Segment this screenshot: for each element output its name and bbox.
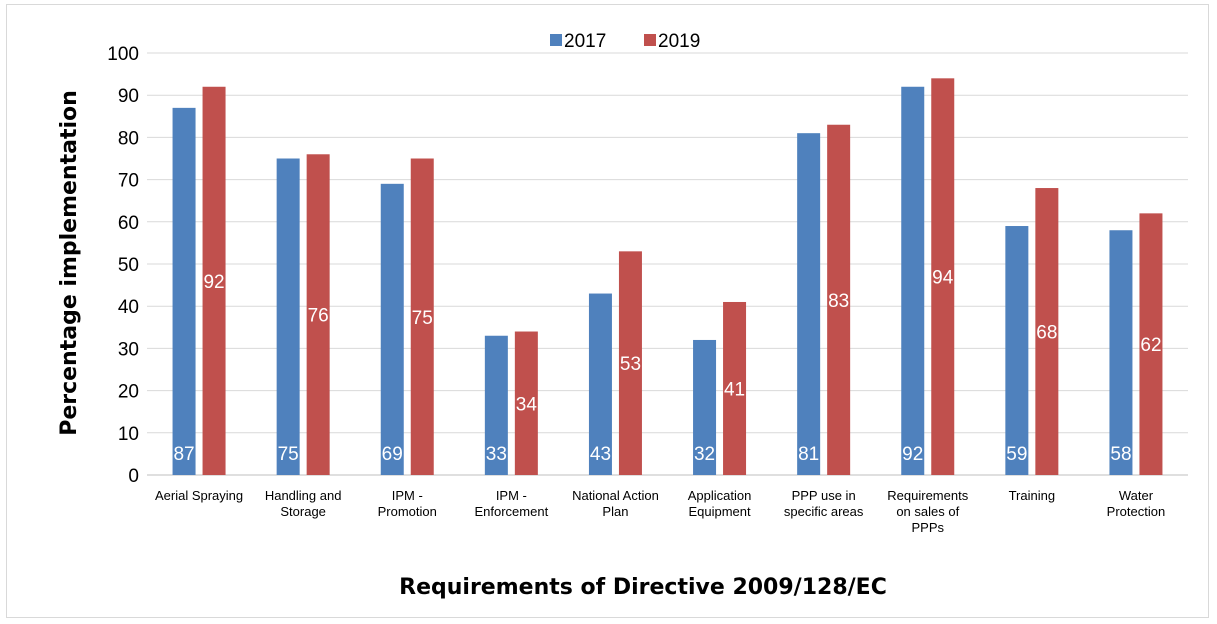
x-category-label-line: Aerial Spraying	[155, 488, 243, 503]
x-category-label-line: Storage	[280, 504, 326, 519]
x-category-label: Application Equipment	[688, 488, 752, 519]
data-label-2019: 34	[516, 394, 538, 415]
y-tick-label: 30	[118, 339, 139, 360]
x-category-label-line: Training	[1009, 488, 1055, 503]
y-tick-label: 80	[118, 128, 139, 149]
x-category-label-line: Enforcement	[474, 504, 548, 519]
x-category-label-line: PPP use in	[792, 488, 856, 503]
legend-label-2019: 2019	[658, 31, 700, 52]
data-label-2017: 92	[902, 444, 923, 465]
x-category-label-line: Protection	[1107, 504, 1166, 519]
x-category-label: National Action Plan	[572, 488, 659, 519]
x-category-label: IPM -Promotion	[378, 488, 437, 519]
y-tick-label: 10	[118, 424, 139, 445]
bar-2017	[1109, 230, 1133, 475]
bar-2019	[202, 86, 226, 475]
bar-2019	[1035, 188, 1059, 476]
legend-swatch-2017	[550, 34, 562, 46]
data-label-2017: 59	[1006, 444, 1027, 465]
x-category-label-line: Plan	[602, 504, 628, 519]
data-labels: 87 92 75 76 69 75 33 34 43 53 32 41 81 83 92 94 59 68 58 62	[173, 268, 1161, 465]
bar-2017	[276, 158, 300, 475]
data-label-2019: 41	[724, 379, 745, 400]
data-label-2019: 68	[1036, 323, 1057, 344]
x-category-label-line: National Action	[572, 488, 659, 503]
x-category-label: Training	[1009, 488, 1055, 503]
data-label-2017: 58	[1110, 444, 1131, 465]
x-category-label-line: Equipment	[688, 504, 751, 519]
y-axis-title: Percentage implementation	[57, 90, 82, 436]
bar-2019	[306, 154, 330, 475]
legend-swatch-2019	[644, 34, 656, 46]
bar-2019	[827, 124, 851, 476]
x-category-label-line: Promotion	[378, 504, 437, 519]
x-category-label-line: IPM -	[496, 488, 527, 503]
bar-2019	[931, 78, 955, 475]
x-category-label-line: Water	[1119, 488, 1154, 503]
x-axis-title: Requirements of Directive 2009/128/EC	[399, 575, 887, 600]
data-label-2019: 53	[620, 354, 641, 375]
bar-2019	[410, 158, 434, 475]
data-label-2017: 69	[382, 444, 403, 465]
bar-2017	[1005, 226, 1029, 475]
y-tick-label: 20	[118, 382, 139, 403]
data-label-2019: 76	[308, 306, 329, 327]
data-label-2017: 81	[798, 444, 819, 465]
y-tick-label: 40	[118, 297, 139, 318]
bar-2017	[380, 183, 404, 475]
x-category-label-line: PPPs	[911, 520, 944, 535]
gridlines	[147, 52, 1188, 476]
bar-2019	[723, 301, 747, 475]
x-category-label: Water Protection	[1107, 488, 1166, 519]
data-label-2017: 32	[694, 444, 715, 465]
y-tick-label: 70	[118, 171, 139, 192]
bar-2019	[618, 251, 642, 475]
x-category-label-line: Handling and	[265, 488, 342, 503]
bar-2017	[693, 339, 717, 475]
x-category-label: Handling and Storage	[265, 488, 342, 519]
data-label-2017: 75	[278, 444, 299, 465]
y-tick-label: 60	[118, 213, 139, 234]
x-category-label: Aerial Spraying	[155, 488, 243, 503]
y-tick-label: 50	[118, 255, 139, 276]
data-label-2017: 87	[173, 444, 194, 465]
data-label-2017: 33	[486, 444, 507, 465]
bar-2017	[172, 107, 196, 476]
data-label-2019: 83	[828, 291, 849, 312]
data-label-2019: 62	[1140, 335, 1161, 356]
legend: 2017 2019	[550, 31, 700, 52]
x-category-label-line: Application	[688, 488, 752, 503]
x-category-label-line: specific areas	[784, 504, 864, 519]
x-category-label-line: IPM -	[392, 488, 423, 503]
y-tick-label: 0	[128, 466, 139, 487]
bar-2017	[484, 335, 508, 475]
data-label-2019: 75	[412, 308, 433, 329]
bar-2019	[514, 331, 538, 475]
legend-label-2017: 2017	[564, 31, 606, 52]
y-tick-labels: 0 10 20 30 40 50 60 70 80 90 100	[107, 44, 139, 487]
x-category-label-line: Requirements	[887, 488, 968, 503]
bar-2017	[588, 293, 612, 475]
x-category-label: PPP use in specific areas	[784, 488, 864, 519]
bar-2019	[1139, 213, 1163, 476]
y-tick-label: 100	[107, 44, 139, 65]
data-label-2019: 94	[932, 268, 954, 289]
x-category-label: Requirements on sales of PPPs	[887, 488, 968, 535]
x-category-label-line: on sales of	[896, 504, 959, 519]
data-label-2017: 43	[590, 444, 611, 465]
bars	[172, 78, 1163, 476]
bar-2017	[797, 133, 821, 475]
bar-2017	[901, 86, 925, 475]
data-label-2019: 92	[203, 272, 224, 293]
y-tick-label: 90	[118, 86, 139, 107]
x-category-label: IPM -Enforcement	[474, 488, 548, 519]
